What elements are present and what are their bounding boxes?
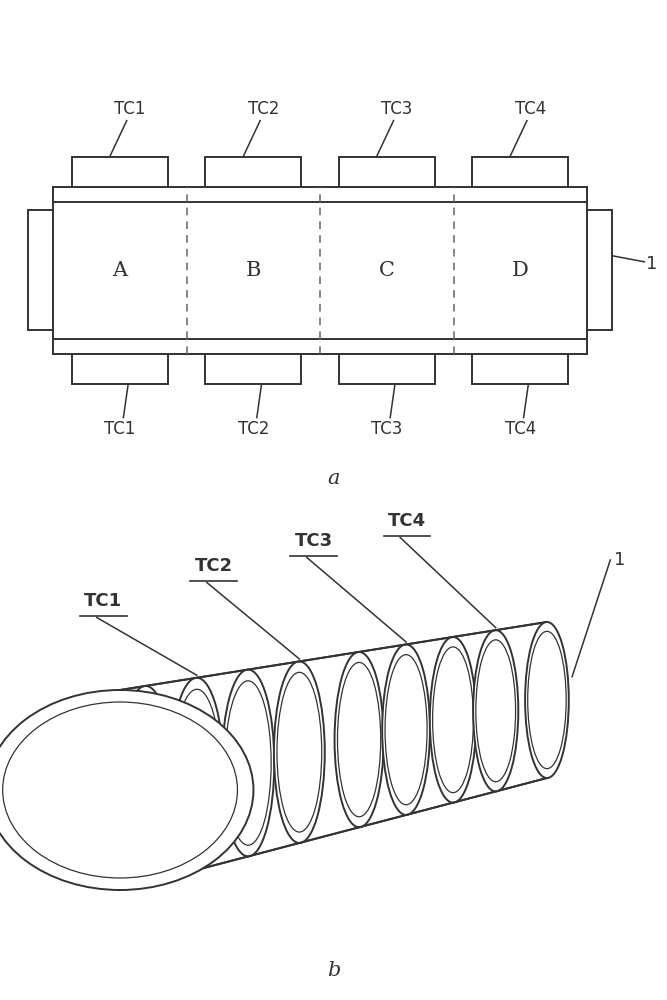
Bar [72,354,168,384]
Bar [587,210,612,330]
Ellipse shape [222,670,274,856]
Text: TC2: TC2 [237,420,269,438]
Text: TC1: TC1 [84,592,123,610]
Text: TC3: TC3 [371,420,403,438]
Text: TC4: TC4 [505,420,536,438]
Text: b: b [327,960,340,980]
Text: TC2: TC2 [194,557,233,575]
Bar [72,157,168,187]
Bar [53,187,587,354]
Ellipse shape [430,637,476,803]
Ellipse shape [335,652,384,827]
Bar [28,210,53,330]
Circle shape [3,702,237,878]
Ellipse shape [528,631,566,769]
Ellipse shape [338,662,381,817]
Text: TC1: TC1 [104,420,136,438]
Ellipse shape [433,647,474,793]
Text: 1: 1 [646,255,657,273]
Ellipse shape [170,678,224,870]
Text: TC4: TC4 [515,100,546,118]
Ellipse shape [173,689,221,858]
Bar [339,354,435,384]
Text: a: a [327,469,340,488]
Text: D: D [512,261,529,280]
Ellipse shape [473,630,518,791]
Ellipse shape [274,661,325,843]
Ellipse shape [121,698,170,871]
Text: TC4: TC4 [388,512,426,530]
Bar [472,354,568,384]
Ellipse shape [118,686,173,883]
Text: TC1: TC1 [114,100,146,118]
Text: 1: 1 [614,551,625,569]
Text: C: C [379,261,395,280]
Bar [472,157,568,187]
Ellipse shape [277,672,321,832]
Bar [205,157,301,187]
Bar [205,354,301,384]
Bar [53,187,587,202]
Ellipse shape [382,644,430,815]
Text: B: B [245,261,261,280]
Ellipse shape [476,640,516,782]
Ellipse shape [385,655,427,805]
Bar [339,157,435,187]
Bar [53,339,587,354]
Text: TC2: TC2 [247,100,279,118]
Ellipse shape [225,681,271,845]
Text: TC3: TC3 [381,100,413,118]
Ellipse shape [525,622,569,778]
Text: TC3: TC3 [294,532,333,550]
Circle shape [0,690,253,890]
Text: A: A [113,261,127,280]
